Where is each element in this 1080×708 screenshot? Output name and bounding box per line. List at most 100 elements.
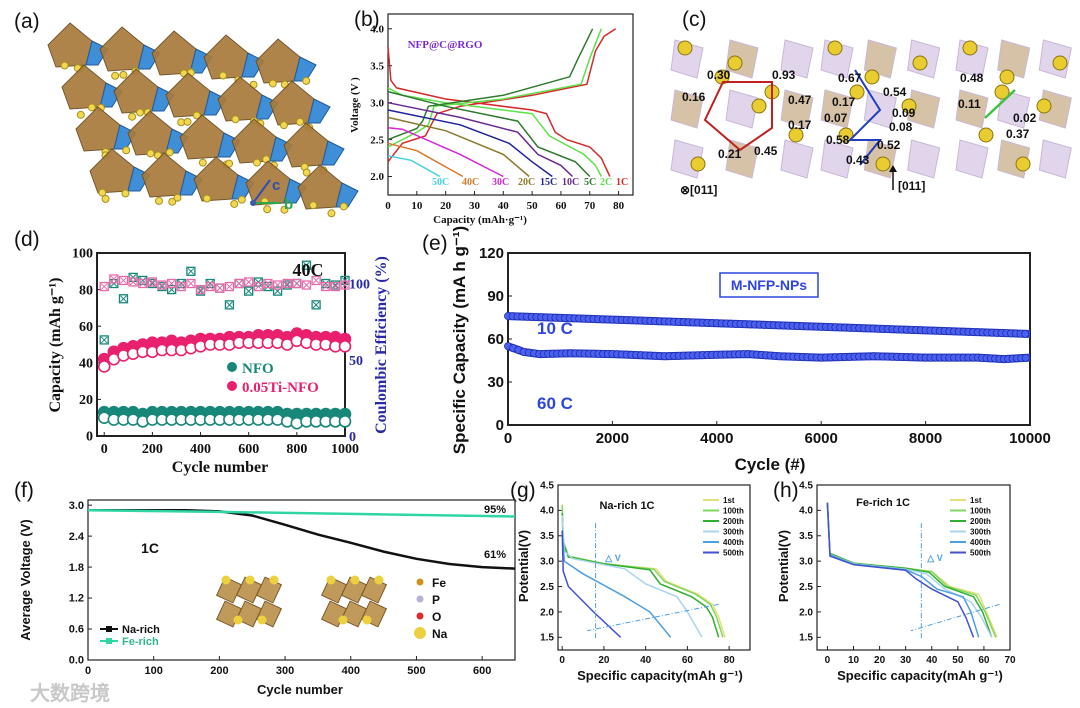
migration-paths-c: [670, 39, 1072, 179]
y-tick-label: 1.5: [799, 633, 813, 644]
value-label: 0.48: [960, 71, 984, 85]
ce-marker: [311, 300, 321, 310]
x-tick-label: 40: [926, 655, 938, 666]
polyhedron: [725, 89, 759, 129]
legend-label: 1st: [723, 496, 735, 505]
ce-marker-cross: [226, 301, 233, 309]
migration-path: [847, 69, 883, 166]
value-label: 0.11: [958, 97, 981, 111]
annotation: 50C: [432, 177, 449, 188]
legend-marker: [227, 362, 237, 372]
x-tick-label: 2000: [596, 430, 629, 447]
na-atom: [1036, 98, 1052, 114]
na-atom: [374, 575, 384, 585]
ce-marker-cross: [100, 283, 108, 290]
series-line: [826, 502, 993, 638]
ce-marker: [147, 277, 158, 287]
ce-marker-cross: [264, 283, 272, 290]
x-tick-label: 70: [1004, 655, 1016, 666]
axis-triad: c b: [250, 177, 293, 213]
na-atom: [122, 146, 131, 155]
na-atom: [978, 127, 994, 143]
x-tick-label: 300: [276, 665, 294, 677]
structure-legend-label: O: [432, 610, 441, 624]
ce-marker-cross: [139, 277, 147, 284]
na-atom: [245, 575, 255, 585]
y-tick-label: 1.2: [69, 593, 84, 605]
na-atom: [350, 575, 360, 585]
y-tick-label: 60: [487, 331, 504, 348]
structure-legend-marker: [416, 578, 424, 586]
series-line: [826, 502, 975, 638]
value-label: 0.52: [877, 138, 901, 152]
ce-marker: [215, 283, 225, 293]
polyhedron-fe: [165, 72, 211, 118]
legend-label: 400th: [970, 538, 991, 547]
x-tick-label: 0: [825, 655, 831, 666]
legend-label: 100th: [723, 507, 744, 516]
na-atom: [302, 76, 311, 85]
capacity-marker: [338, 415, 352, 428]
ce-marker: [176, 281, 186, 292]
y-tick-label: 3.5: [370, 60, 384, 72]
value-label: 0.45: [754, 144, 778, 158]
na-atom: [864, 69, 880, 85]
ce-marker-cross: [139, 280, 147, 287]
ce-marker-cross: [303, 281, 310, 289]
x-tick-label: 80: [613, 200, 625, 212]
y-axis-label: Potential(V): [776, 530, 791, 602]
polyhedron-fe: [151, 30, 197, 76]
series-line: [87, 509, 516, 518]
annotation: 30C: [492, 177, 509, 188]
polyhedron-fe: [283, 122, 329, 168]
tetrahedron-p: [335, 182, 359, 208]
na-atom: [233, 615, 243, 625]
ce-marker: [128, 277, 138, 287]
y-axis-label: Voltage (V ): [349, 77, 361, 133]
capacity-marker: [97, 360, 111, 373]
y-right-axis-label: Coulombic Efficiency (%): [373, 256, 390, 434]
tetrahedron-p: [321, 140, 345, 166]
value-label: 0.37: [1006, 127, 1030, 141]
y-axis-label: Potential(V): [516, 530, 531, 602]
ce-marker-cross: [110, 275, 118, 283]
value-label: 0.17: [832, 95, 856, 109]
y-tick-label: 2.0: [799, 607, 813, 618]
na-atom: [999, 69, 1015, 85]
polyhedron: [780, 139, 814, 179]
annotation: △ V: [604, 553, 620, 563]
ce-marker: [186, 278, 196, 289]
y-tick-label: 4.0: [540, 506, 554, 517]
x-tick-label: 10000: [1009, 430, 1051, 447]
polyhedron: [997, 39, 1031, 79]
ce-marker: [244, 286, 254, 296]
structure-legend-label: Na: [432, 627, 448, 641]
polyhedron: [907, 139, 941, 179]
na-atom: [677, 40, 693, 56]
ce-marker-cross: [226, 283, 233, 290]
ce-marker-cross: [293, 280, 301, 287]
x-tick-label: 70: [584, 200, 596, 212]
ce-marker: [244, 277, 254, 287]
ce-marker-cross: [332, 283, 339, 290]
na-atom: [362, 615, 372, 625]
ce-marker-cross: [100, 336, 108, 344]
annotation: 20C: [518, 177, 535, 188]
y-tick-label: 0.6: [69, 624, 84, 636]
ce-marker-cross: [312, 277, 320, 284]
legend-box: [719, 272, 819, 298]
na-atom: [128, 112, 137, 121]
value-label: 0.30: [707, 68, 731, 82]
series-line: [561, 504, 726, 638]
series-line: [561, 505, 724, 638]
y-tick-label: 2.5: [540, 582, 554, 593]
ce-marker: [282, 278, 292, 289]
y-tick-label: 80: [79, 283, 93, 298]
na-atom: [198, 158, 207, 167]
x-tick-label: 200: [210, 665, 228, 677]
value-label: 0.02: [1013, 111, 1037, 125]
x-tick-label: 600: [238, 442, 259, 457]
ce-marker: [205, 281, 215, 292]
y-tick-label: 2.0: [370, 171, 384, 183]
annotation: 40C: [462, 177, 479, 188]
